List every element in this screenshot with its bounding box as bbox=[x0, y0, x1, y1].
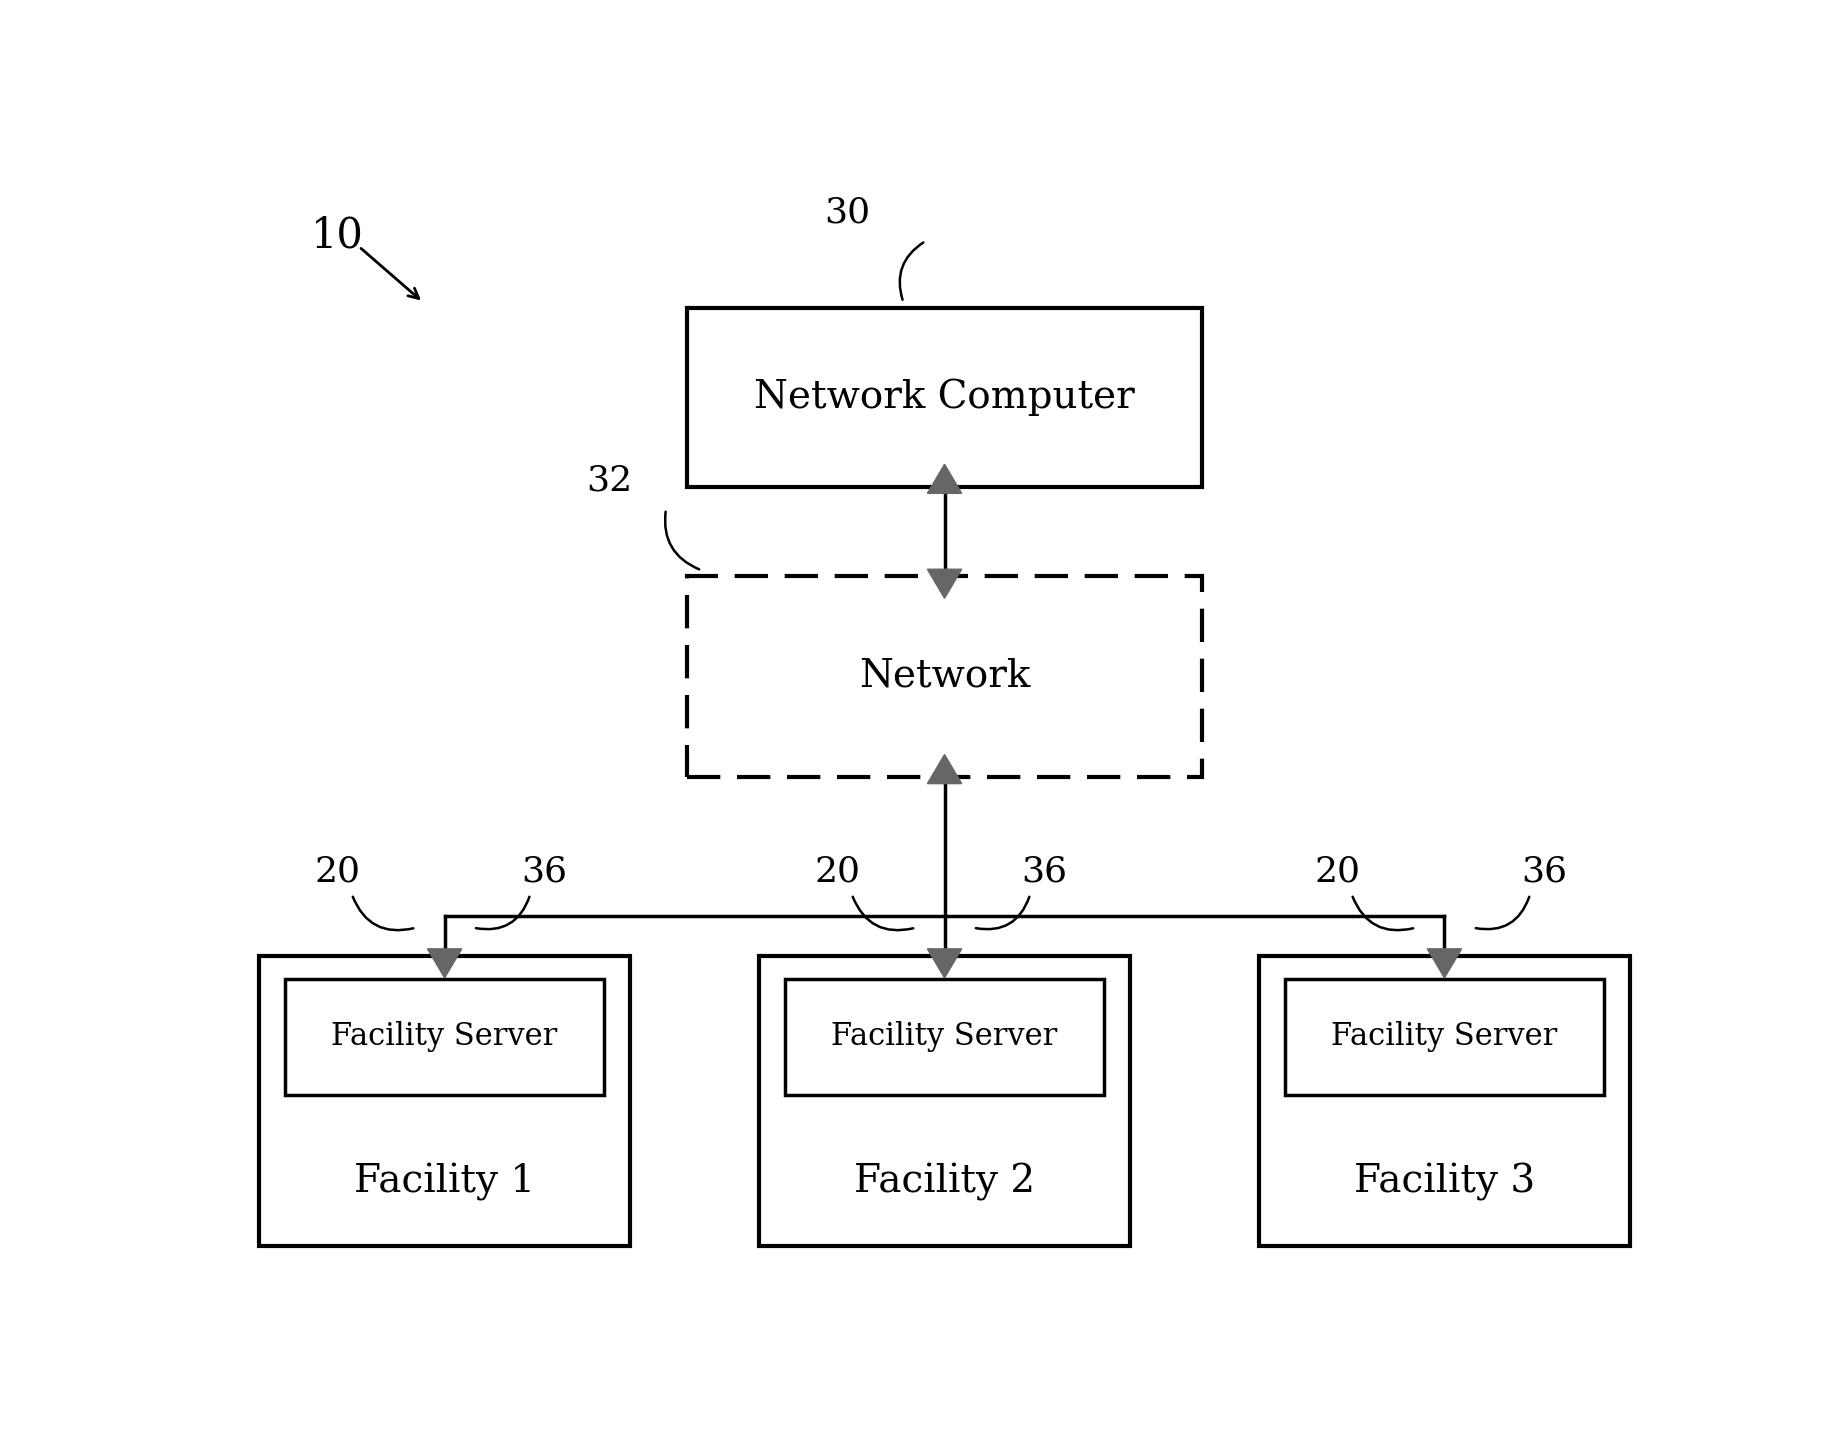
Text: Facility Server: Facility Server bbox=[1331, 1021, 1557, 1053]
Polygon shape bbox=[927, 570, 962, 599]
Text: 30: 30 bbox=[824, 196, 870, 231]
FancyBboxPatch shape bbox=[785, 979, 1104, 1095]
Text: 36: 36 bbox=[1021, 854, 1067, 889]
Text: Network: Network bbox=[859, 658, 1030, 695]
FancyBboxPatch shape bbox=[687, 307, 1202, 487]
Text: Facility 1: Facility 1 bbox=[354, 1163, 534, 1201]
FancyBboxPatch shape bbox=[687, 576, 1202, 777]
Text: Facility 3: Facility 3 bbox=[1355, 1163, 1535, 1201]
Text: Facility Server: Facility Server bbox=[332, 1021, 558, 1053]
FancyBboxPatch shape bbox=[1285, 979, 1603, 1095]
Polygon shape bbox=[927, 948, 962, 977]
FancyBboxPatch shape bbox=[1259, 956, 1629, 1246]
Text: Facility Server: Facility Server bbox=[831, 1021, 1058, 1053]
Text: Facility 2: Facility 2 bbox=[853, 1163, 1036, 1201]
Polygon shape bbox=[1426, 948, 1461, 977]
Text: 20: 20 bbox=[1314, 854, 1360, 889]
Polygon shape bbox=[927, 754, 962, 783]
Polygon shape bbox=[927, 464, 962, 493]
Text: Network Computer: Network Computer bbox=[754, 378, 1135, 416]
Text: 20: 20 bbox=[315, 854, 361, 889]
Text: 10: 10 bbox=[311, 215, 363, 257]
Polygon shape bbox=[428, 948, 463, 977]
FancyBboxPatch shape bbox=[759, 956, 1130, 1246]
Text: 36: 36 bbox=[522, 854, 568, 889]
Text: 32: 32 bbox=[586, 464, 632, 497]
Text: 36: 36 bbox=[1522, 854, 1567, 889]
FancyBboxPatch shape bbox=[258, 956, 630, 1246]
Text: 20: 20 bbox=[815, 854, 861, 889]
FancyBboxPatch shape bbox=[286, 979, 605, 1095]
